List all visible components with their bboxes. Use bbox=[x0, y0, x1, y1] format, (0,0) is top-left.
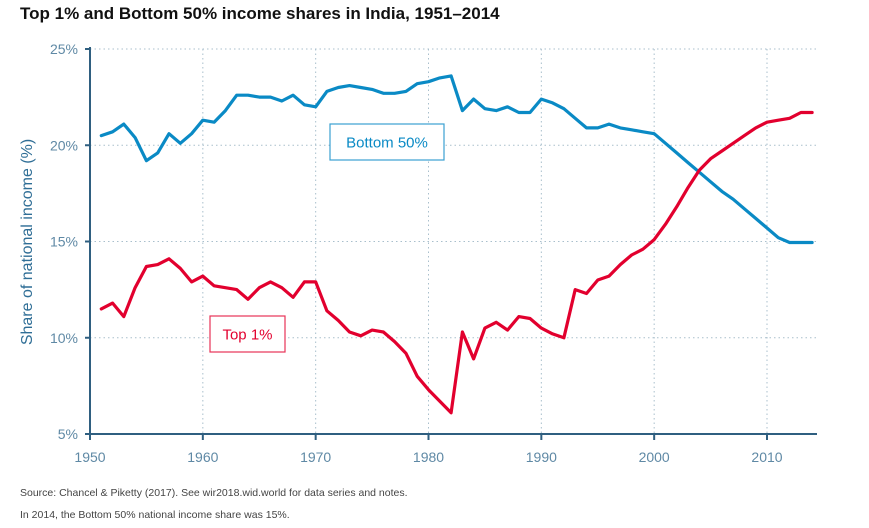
chart-title: Top 1% and Bottom 50% income shares in I… bbox=[20, 4, 500, 23]
x-tick-label: 1980 bbox=[413, 449, 444, 465]
x-tick-label: 1970 bbox=[300, 449, 331, 465]
label-top-1: Top 1% bbox=[209, 315, 286, 353]
series-line-top-1- bbox=[99, 110, 814, 415]
y-tick-label: 15% bbox=[50, 234, 78, 250]
x-tick-label: 2000 bbox=[639, 449, 670, 465]
series-labels: Bottom 50% Top 1% bbox=[209, 123, 445, 353]
axes bbox=[85, 47, 817, 440]
grid-lines bbox=[90, 48, 817, 434]
label-bottom-50: Bottom 50% bbox=[329, 123, 445, 161]
y-tick-label: 20% bbox=[50, 137, 78, 153]
x-tick-label: 1950 bbox=[74, 449, 105, 465]
tick-labels: 5% 10% 15% 20% 25% 1950 1960 1970 1980 1990 2000 20… bbox=[50, 41, 783, 465]
label-top-1-text: Top 1% bbox=[222, 327, 272, 344]
x-tick-label: 1960 bbox=[187, 449, 218, 465]
y-axis-label: Share of national income (%) bbox=[19, 139, 36, 345]
x-tick-label: 1990 bbox=[526, 449, 557, 465]
y-tick-label: 10% bbox=[50, 330, 78, 346]
x-tick-label: 2010 bbox=[751, 449, 782, 465]
source-note: Source: Chancel & Piketty (2017). See wi… bbox=[20, 487, 408, 499]
label-bottom-50-text: Bottom 50% bbox=[346, 135, 428, 152]
series-line-bottom-50- bbox=[99, 74, 814, 245]
footnote: In 2014, the Bottom 50% national income … bbox=[20, 509, 290, 521]
label-bottom-50-box bbox=[329, 123, 445, 161]
label-top-1-box bbox=[209, 315, 286, 353]
y-tick-label: 5% bbox=[58, 426, 78, 442]
series-lines bbox=[99, 74, 814, 415]
y-tick-label: 25% bbox=[50, 41, 78, 57]
